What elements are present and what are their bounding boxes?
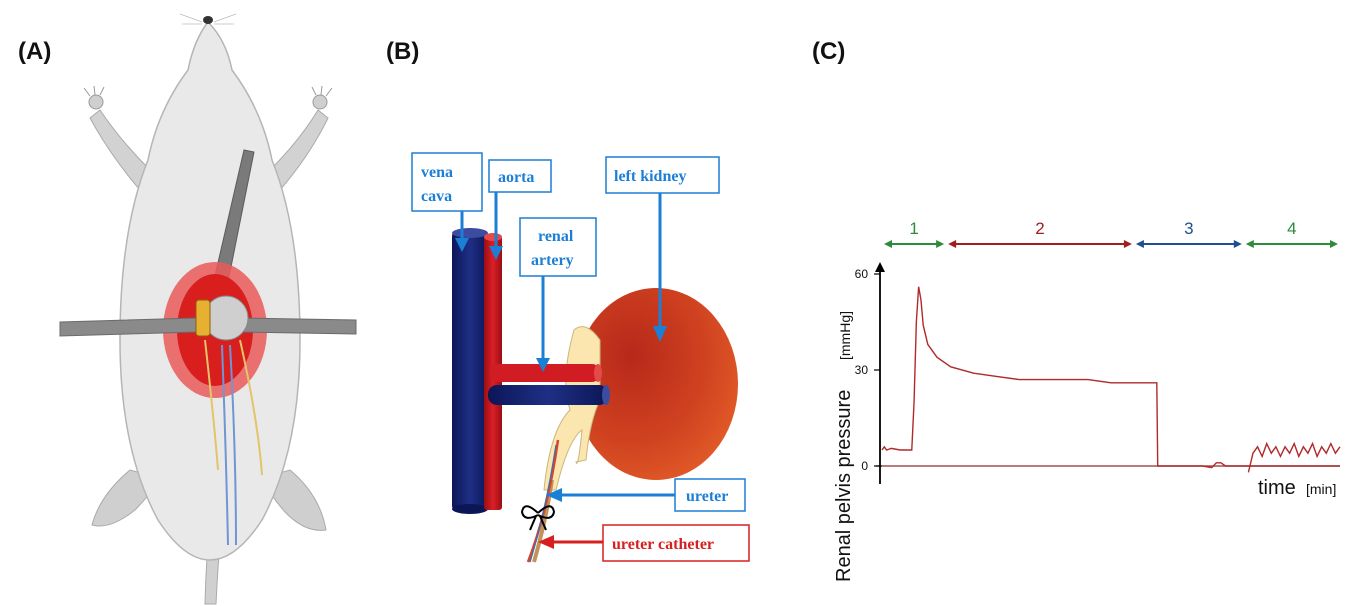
label-box-aorta (488, 159, 552, 193)
y-axis-arrow-icon (875, 262, 885, 272)
renal-artery (490, 364, 600, 382)
vena-cava (452, 232, 488, 510)
ureter-catheter (526, 439, 560, 563)
phase-3-arrow: 3 (1135, 219, 1242, 248)
rat-kidney (203, 295, 249, 341)
y-axis-unit: [mmHg] (837, 311, 853, 360)
label-box-left-kidney (605, 156, 720, 194)
pressure-line-1 (881, 286, 1340, 469)
kidney-diagram: vena cava aorta left kidney renal artery… (411, 152, 750, 563)
phase-2-label: 2 (1035, 219, 1044, 238)
panel-b-label: (B) (386, 38, 420, 65)
phase-4-arrow: 4 (1245, 219, 1338, 248)
label-vena-cava-1: vena (421, 164, 453, 181)
rat-right-foreleg (269, 109, 329, 191)
panel-a-label: (A) (18, 38, 52, 65)
label-renal-artery-2: artery (531, 252, 574, 269)
pressure-chart: 0 30 60 Renal pelvis pressure [mmHg] tim… (833, 219, 1341, 582)
pressure-device (195, 299, 211, 337)
label-vena-cava-2: cava (421, 188, 452, 205)
renal-vein (488, 385, 608, 405)
ureter-catheter-blue (529, 444, 557, 563)
y-tick-60: 60 (855, 267, 869, 281)
label-renal-artery-1: renal (538, 228, 574, 245)
retractor-right (241, 317, 357, 335)
label-box-ureter (674, 478, 746, 512)
kidney-shape (574, 288, 738, 480)
label-box-renal-artery (519, 217, 597, 277)
label-left-kidney: left kidney (614, 168, 686, 185)
y-axis-title: Renal pelvis pressure (833, 390, 855, 582)
x-axis-unit: [min] (1306, 481, 1336, 497)
phase-arrows: 1 2 3 4 (884, 219, 1338, 248)
rat-nose (203, 16, 213, 24)
label-box-ureter-catheter (602, 524, 750, 562)
panel-c-label: (C) (812, 38, 846, 65)
phase-3-label: 3 (1184, 219, 1193, 238)
label-box-vena-cava (411, 152, 483, 212)
phase-4-label: 4 (1287, 219, 1296, 238)
ligature-icon (520, 505, 556, 531)
y-tick-0: 0 (861, 459, 868, 473)
rat-left-foreleg (89, 109, 151, 191)
label-aorta: aorta (498, 169, 534, 186)
y-tick-30: 30 (855, 363, 869, 377)
phase-1-label: 1 (909, 219, 918, 238)
pressure-line-2 (1247, 441, 1341, 473)
phase-1-arrow: 1 (884, 219, 945, 248)
label-ureter-catheter: ureter catheter (612, 536, 714, 553)
pressure-series (881, 286, 1341, 473)
x-axis-title: time (1258, 477, 1296, 499)
label-ureter: ureter (686, 488, 728, 505)
rat-illustration (59, 13, 357, 605)
phase-2-arrow: 2 (948, 219, 1132, 248)
